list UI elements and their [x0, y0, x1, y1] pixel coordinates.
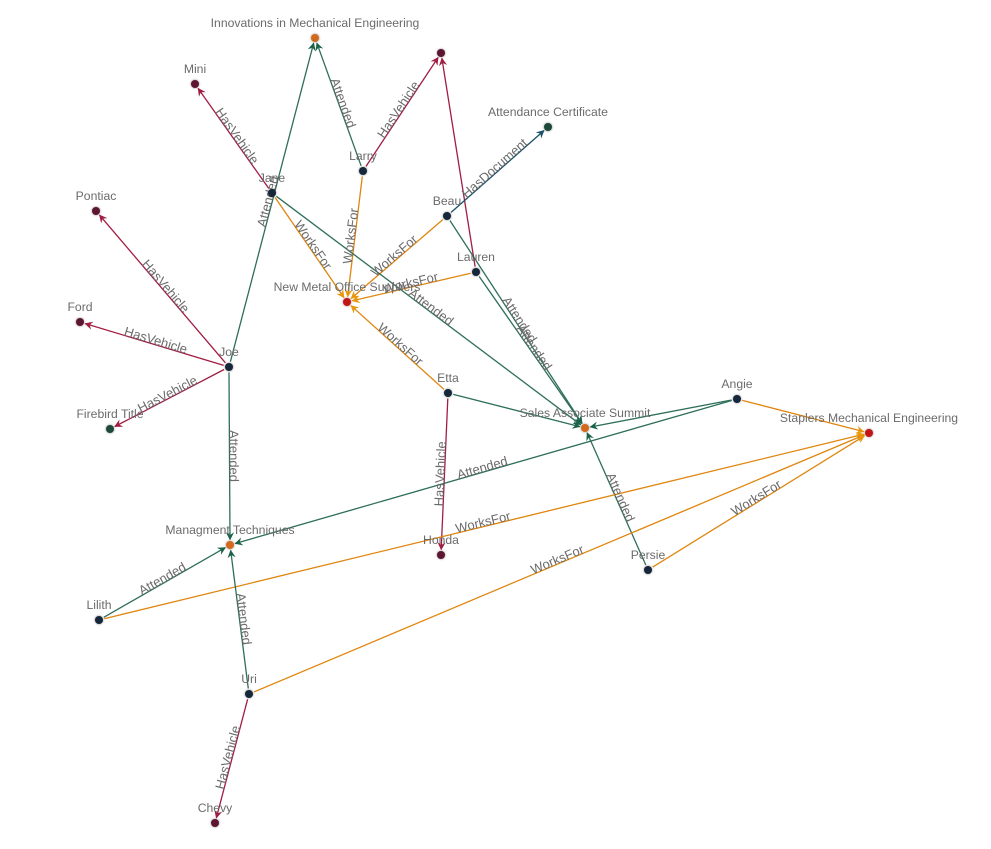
svg-text:Persie: Persie: [631, 548, 666, 562]
svg-text:WorksFor: WorksFor: [728, 476, 784, 519]
svg-text:Chevy: Chevy: [198, 801, 233, 815]
svg-text:WorksFor: WorksFor: [454, 508, 513, 536]
svg-text:Etta: Etta: [437, 371, 459, 385]
svg-text:Firebird Title: Firebird Title: [76, 407, 143, 421]
svg-text:Mini: Mini: [184, 62, 206, 76]
svg-text:Angie: Angie: [721, 377, 752, 391]
svg-text:Ford: Ford: [67, 300, 92, 314]
svg-text:WorksFor: WorksFor: [340, 207, 362, 265]
svg-text:Attended: Attended: [327, 76, 359, 130]
svg-text:HasVehicle: HasVehicle: [212, 105, 262, 167]
svg-text:HasVehicle: HasVehicle: [431, 441, 449, 507]
svg-text:WorksFor: WorksFor: [375, 320, 427, 369]
svg-text:Jane: Jane: [259, 171, 286, 185]
svg-text:Honda: Honda: [423, 533, 459, 547]
svg-text:HasVehicle: HasVehicle: [135, 372, 200, 415]
svg-text:WorksFor: WorksFor: [528, 541, 586, 577]
svg-text:HasVehicle: HasVehicle: [122, 324, 189, 357]
svg-text:HasVehicle: HasVehicle: [374, 78, 422, 141]
svg-text:Attended: Attended: [136, 559, 189, 598]
svg-text:Pontiac: Pontiac: [76, 189, 117, 203]
svg-text:Joe: Joe: [219, 345, 239, 359]
svg-text:HasVehicle: HasVehicle: [212, 724, 243, 791]
svg-text:Attended: Attended: [455, 453, 509, 482]
svg-text:Attended: Attended: [603, 470, 638, 524]
svg-text:HasDocument: HasDocument: [459, 135, 531, 201]
svg-text:Beau: Beau: [433, 194, 461, 208]
svg-text:Lauren: Lauren: [457, 250, 495, 264]
svg-text:Attendance Certificate: Attendance Certificate: [488, 105, 608, 119]
svg-text:New Metal Office Suppliers: New Metal Office Suppliers: [274, 280, 421, 294]
svg-text:Innovations in Mechanical Engi: Innovations in Mechanical Engineering: [211, 16, 420, 30]
svg-text:Uri: Uri: [241, 672, 257, 686]
svg-text:Attended: Attended: [226, 430, 241, 482]
svg-text:HasVehicle: HasVehicle: [139, 256, 193, 315]
svg-text:Managment Techniques: Managment Techniques: [165, 523, 294, 537]
svg-text:Staplers Mechanical Engineerin: Staplers Mechanical Engineering: [780, 411, 958, 425]
svg-text:WorksFor: WorksFor: [291, 218, 336, 273]
svg-text:Attended: Attended: [233, 592, 254, 646]
svg-text:WorksFor: WorksFor: [368, 231, 421, 279]
svg-text:Lilith: Lilith: [86, 598, 111, 612]
svg-text:Sales Associate Summit: Sales Associate Summit: [520, 406, 651, 420]
svg-text:Larry: Larry: [349, 149, 378, 163]
